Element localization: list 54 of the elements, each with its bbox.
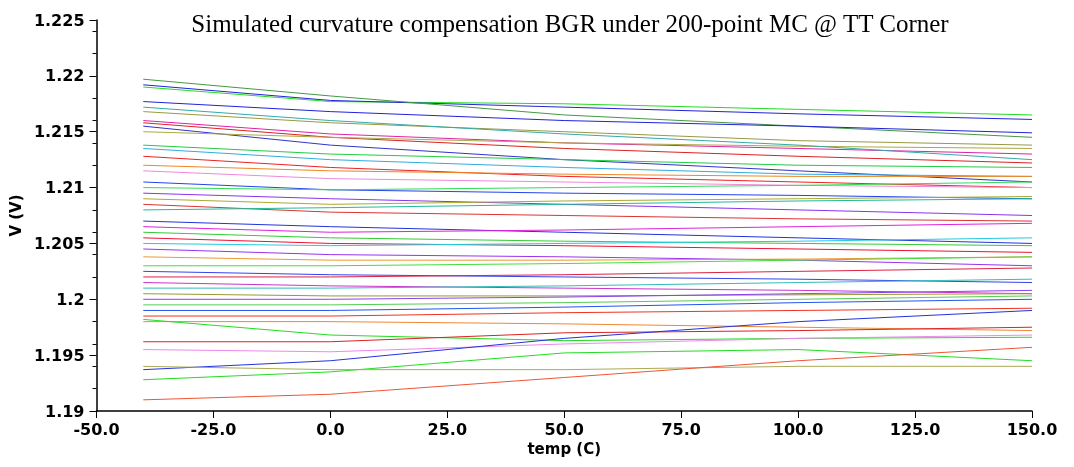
line-series [142, 181, 1033, 191]
chart-title: Simulated curvature compensation BGR under 200-point MC @ TT Corner [191, 10, 950, 38]
line-series [142, 106, 1033, 161]
line-series [142, 237, 1033, 253]
line-series [142, 334, 1033, 353]
line-series [142, 111, 1033, 146]
line-series [142, 164, 1033, 177]
y-tick-label: 1.22 [45, 66, 85, 86]
line-series [142, 101, 1033, 134]
line-series [142, 203, 1033, 222]
y-tick-label: 1.19 [45, 401, 85, 421]
x-tick-label: 25.0 [427, 419, 468, 439]
x-tick-label: -25.0 [190, 419, 237, 439]
line-series [142, 198, 1033, 211]
line-series [142, 78, 1033, 138]
x-tick-label: 100.0 [772, 419, 824, 439]
y-tick-label: 1.205 [33, 233, 85, 253]
y-tick-label: 1.2 [56, 289, 85, 309]
line-series [142, 131, 1033, 149]
line-series [142, 289, 1033, 300]
line-series [142, 326, 1033, 343]
x-tick-label: 75.0 [661, 419, 701, 439]
line-series [142, 231, 1033, 247]
x-tick-label: -50.0 [73, 419, 120, 439]
line-series [142, 346, 1033, 401]
line-series [142, 192, 1033, 216]
x-tick-label: 0.0 [316, 419, 345, 439]
line-series [142, 222, 1033, 233]
x-tick-label: 50.0 [544, 419, 584, 439]
y-tick-label: 1.21 [45, 178, 85, 198]
line-series [142, 295, 1033, 306]
line-series [142, 267, 1033, 278]
line-series [142, 256, 1033, 267]
line-series [142, 220, 1033, 244]
line-series [142, 144, 1033, 168]
y-tick-label: 1.195 [33, 345, 85, 365]
x-tick-label: 125.0 [889, 419, 941, 439]
line-series [142, 298, 1033, 311]
line-series [142, 321, 1033, 332]
y-tick-label: 1.215 [33, 122, 85, 142]
line-series [142, 196, 1033, 205]
y-axis-title: V (V) [6, 194, 25, 237]
line-series [142, 278, 1033, 289]
line-series [142, 237, 1033, 247]
x-axis-title: temp (C) [527, 440, 602, 459]
line-series [142, 309, 1033, 371]
line-series [142, 170, 1033, 189]
line-series [142, 318, 1033, 342]
line-series [142, 349, 1033, 381]
x-tick-label: 150.0 [1006, 419, 1058, 439]
y-tick-label: 1.225 [33, 10, 85, 30]
line-series [142, 122, 1033, 164]
line-series [142, 270, 1033, 284]
line-series [142, 307, 1033, 317]
